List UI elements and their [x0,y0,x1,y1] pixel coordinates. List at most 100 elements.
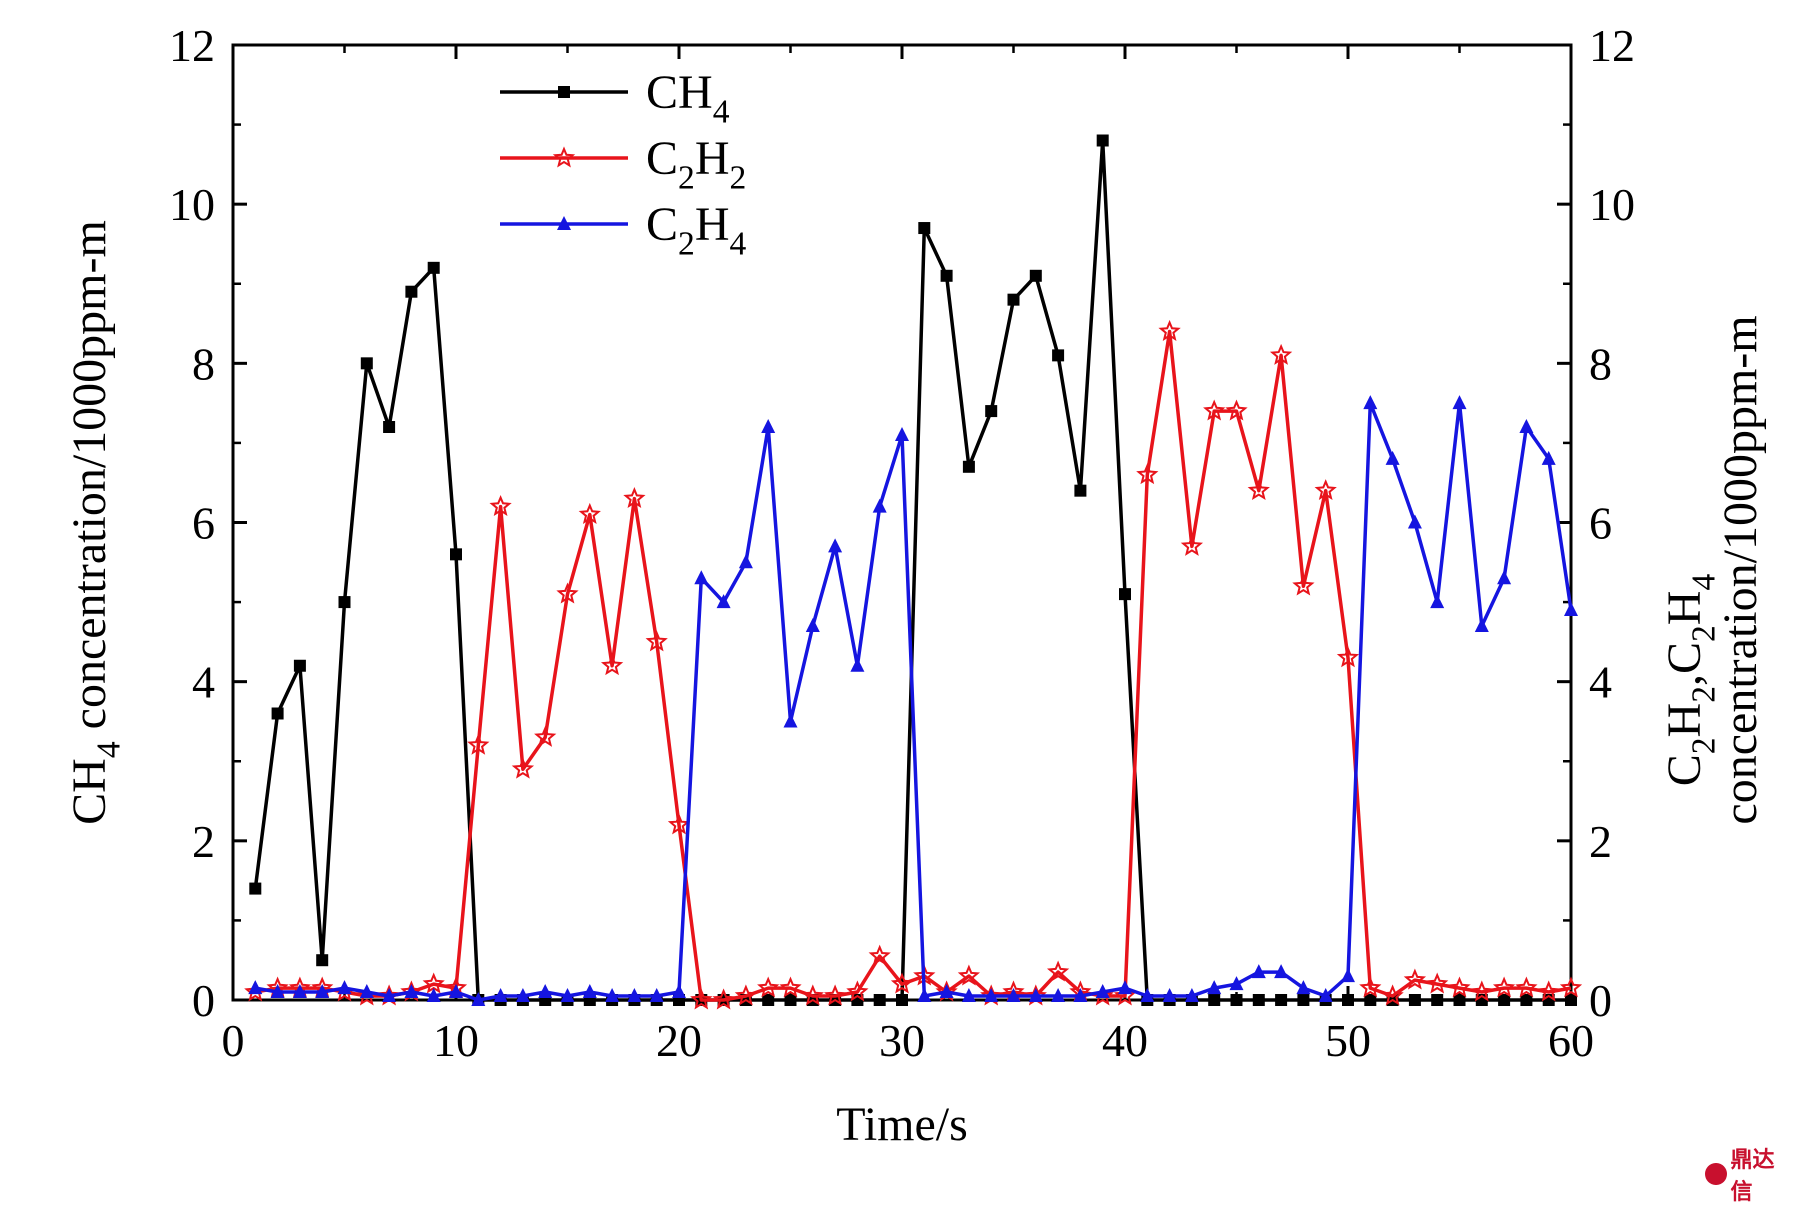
data-point-ch4 [1231,994,1243,1006]
data-point-c2h4 [784,713,798,727]
legend-entry-c2h4: C2H4 [500,198,746,262]
data-point-c2h4 [1408,515,1422,529]
y-left-tick-label: 4 [192,657,215,708]
data-point-c2h4 [895,427,909,441]
data-point-c2h4 [1497,570,1511,584]
data-point-c2h4 [850,658,864,672]
data-point-ch4 [963,461,975,473]
x-tick-label: 0 [222,1015,245,1066]
y-right-axis-title-line2: concentration/1000ppm-m [1714,315,1767,824]
plot-frame [233,45,1571,1000]
x-tick-label: 60 [1548,1015,1594,1066]
y-left-tick-label: 6 [192,498,215,549]
plot-border [233,45,1571,1000]
data-point-c2h4 [672,984,686,998]
series-c2h4 [248,395,1578,1006]
data-point-ch4 [450,548,462,560]
y-right-tick-label: 6 [1589,498,1612,549]
data-point-c2h4 [1363,395,1377,409]
y-left-tick-label: 2 [192,816,215,867]
x-axis-title: Time/s [836,1098,968,1151]
data-point-c2h4 [940,984,954,998]
y-right-tick-label: 10 [1589,179,1635,230]
data-point-ch4 [918,222,930,234]
data-point-ch4 [339,596,351,608]
data-point-c2h4 [694,570,708,584]
data-point-ch4 [1074,485,1086,497]
watermark-logo-icon [1705,1163,1727,1185]
legend-entry-c2h2: C2H2 [500,132,746,196]
y-right-tick-label: 4 [1589,657,1612,708]
data-point-ch4 [1030,270,1042,282]
data-point-c2h4 [761,419,775,433]
watermark: 鼎达信 [1705,1142,1795,1206]
y-right-axis-title-line1: C2H2,C2H4 [1658,574,1722,787]
y-left-tick-label: 0 [192,975,215,1026]
data-point-ch4 [249,883,261,895]
x-tick-label: 50 [1325,1015,1371,1066]
data-point-c2h4 [1341,968,1355,982]
x-tick-label: 30 [879,1015,925,1066]
data-point-ch4 [874,994,886,1006]
legend-entry-ch4: CH4 [500,66,730,130]
data-point-ch4 [361,357,373,369]
data-point-c2h4 [1430,594,1444,608]
x-tick-label: 10 [433,1015,479,1066]
axis-titles: Time/s CH4 concentration/1000ppm-m C2H2,C2… [63,220,1767,1151]
data-point-c2h4 [1296,980,1310,994]
y-right-tick-label: 0 [1589,975,1612,1026]
data-point-c2h4 [1564,602,1578,616]
legend-label: CH4 [646,66,730,130]
data-point-c2h4 [1118,980,1132,994]
data-point-c2h4 [873,499,887,513]
legend-marker [558,86,570,98]
y-left-axis-title: CH4 concentration/1000ppm-m [63,220,127,825]
data-point-c2h4 [1386,451,1400,465]
watermark-text: 鼎达信 [1731,1142,1795,1206]
data-point-ch4 [1431,994,1443,1006]
series-line-ch4 [255,141,1571,1001]
data-point-c2h4 [806,618,820,632]
series-lines [247,135,1580,1008]
y-left-tick-label: 12 [169,20,215,71]
data-point-c2h4 [1453,395,1467,409]
data-point-ch4 [1008,294,1020,306]
data-point-ch4 [1297,994,1309,1006]
data-point-c2h4 [538,984,552,998]
data-point-ch4 [294,660,306,672]
data-point-ch4 [1097,135,1109,147]
data-point-ch4 [1119,588,1131,600]
data-point-ch4 [1342,994,1354,1006]
legend-label: C2H2 [646,132,746,196]
data-point-ch4 [1253,994,1265,1006]
y-right-tick-label: 2 [1589,816,1612,867]
data-point-ch4 [1052,349,1064,361]
data-point-c2h4 [1519,419,1533,433]
data-point-c2h4 [828,538,842,552]
data-point-ch4 [1409,994,1421,1006]
data-point-c2h4 [338,980,352,994]
data-point-ch4 [383,421,395,433]
axis-ticks [233,45,1571,1000]
x-tick-label: 40 [1102,1015,1148,1066]
data-point-c2h4 [583,984,597,998]
x-tick-label: 20 [656,1015,702,1066]
data-point-c2h4 [248,980,262,994]
data-point-ch4 [985,405,997,417]
data-point-ch4 [405,286,417,298]
data-point-ch4 [941,270,953,282]
y-right-tick-label: 12 [1589,20,1635,71]
data-point-ch4 [428,262,440,274]
y-left-tick-label: 10 [169,179,215,230]
data-point-c2h4 [1475,618,1489,632]
series-ch4 [249,135,1577,1007]
data-point-ch4 [1275,994,1287,1006]
y-left-tick-label: 8 [192,338,215,389]
data-point-ch4 [1208,994,1220,1006]
legend-label: C2H4 [646,198,746,262]
data-point-ch4 [896,994,908,1006]
y-right-tick-label: 8 [1589,338,1612,389]
data-point-ch4 [272,708,284,720]
